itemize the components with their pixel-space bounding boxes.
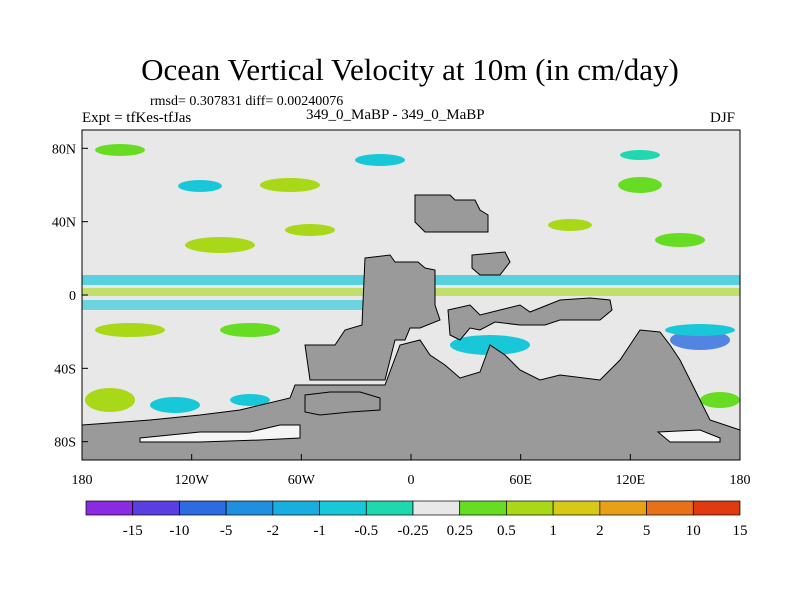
colorbar-label: -0.25: [397, 523, 428, 539]
colorbar-swatch: [225, 500, 274, 516]
landmass-south: [81, 329, 741, 461]
stats-string: rmsd= 0.307831 diff= 0.00240076: [150, 94, 344, 109]
season-label: DJF: [710, 110, 736, 126]
patch: [355, 154, 405, 166]
colorbar-label: -2: [267, 523, 280, 539]
patch: [178, 180, 222, 192]
colorbar-swatch: [132, 500, 180, 516]
colorbar-swatch: [319, 500, 367, 516]
experiment-label: Expt = tfKes-tfJas: [82, 110, 192, 126]
land-masses: [81, 194, 741, 461]
colorbar-label: 10: [686, 523, 701, 539]
map-plot-area: [81, 129, 741, 461]
patch: [82, 300, 372, 310]
colorbar-swatch: [552, 500, 601, 516]
colorbar-label: 2: [596, 523, 604, 539]
patch: [260, 178, 320, 192]
patch: [150, 397, 200, 413]
x-tick-label: 180: [72, 473, 93, 488]
landmass-east: [447, 297, 613, 341]
colorbar-swatch: [459, 500, 507, 516]
colorbar-label: -5: [220, 523, 233, 539]
landmass-central: [304, 254, 441, 381]
patch: [95, 323, 165, 337]
x-tick-label: 60W: [288, 473, 316, 488]
x-tick-label: 0: [408, 473, 415, 488]
patch: [665, 324, 735, 336]
y-tick-label: 0: [69, 289, 76, 304]
colorbar-swatch: [85, 500, 134, 516]
colorbar-label: 0.5: [497, 523, 516, 539]
colorbar-label: 5: [643, 523, 651, 539]
patch: [220, 323, 280, 337]
y-tick-label: 40S: [54, 362, 76, 377]
x-tick-label: 180: [730, 473, 751, 488]
x-axis: 180 120W 60W 0 60E 120E 180: [72, 454, 751, 488]
patch: [185, 237, 255, 253]
patch: [618, 177, 662, 193]
patch: [285, 224, 335, 236]
colorbar: -15 -10 -5 -2 -1 -0.5 -0.25 0.25 0.5 1 2 5 10 15: [85, 500, 748, 539]
colorbar-swatch: [506, 500, 554, 516]
y-tick-label: 80S: [54, 436, 76, 451]
colorbar-swatch: [272, 500, 320, 516]
landmass-island: [471, 251, 511, 276]
ice-patches: [139, 424, 721, 443]
colorbar-label: -0.5: [354, 523, 378, 539]
colorbar-label: -15: [123, 523, 143, 539]
colorbar-label: 15: [733, 523, 748, 539]
center-label: 349_0_MaBP - 349_0_MaBP: [306, 107, 485, 123]
x-tick-label: 60E: [509, 473, 532, 488]
colorbar-swatch: [692, 500, 741, 516]
landmass-strip: [304, 391, 381, 416]
patch: [655, 233, 705, 247]
patch: [700, 392, 740, 408]
landmass-north-asia: [414, 194, 489, 233]
colorbar-label: -1: [313, 523, 326, 539]
patch: [95, 144, 145, 156]
patch: [230, 394, 270, 406]
colorbar-label: 1: [549, 523, 557, 539]
x-tick-label: 120W: [175, 473, 210, 488]
colorbar-label: 0.25: [447, 523, 473, 539]
ice-patch: [139, 424, 301, 443]
colorbar-swatch: [599, 500, 647, 516]
colorbar-swatch: [646, 500, 694, 516]
chart-title: Ocean Vertical Velocity at 10m (in cm/da…: [141, 52, 679, 87]
y-axis: 80N 40N 0 40S 80S: [52, 142, 88, 451]
colorbar-swatch: [412, 500, 461, 516]
colorbar-swatch: [365, 500, 414, 516]
ice-patch: [656, 429, 721, 443]
y-tick-label: 80N: [52, 142, 76, 157]
colorbar-label: -10: [169, 523, 189, 539]
y-tick-label: 40N: [52, 216, 76, 231]
x-tick-label: 120E: [616, 473, 646, 488]
patch: [548, 219, 592, 231]
colorbar-swatch: [179, 500, 227, 516]
patch: [85, 388, 135, 412]
patch: [620, 150, 660, 160]
